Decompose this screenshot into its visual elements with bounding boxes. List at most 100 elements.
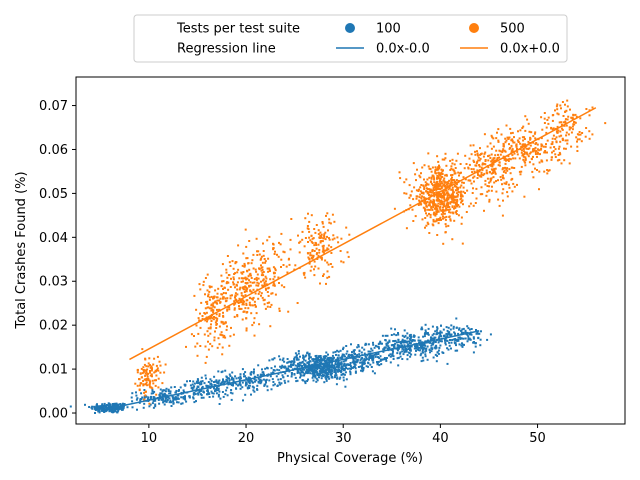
series-500-point (210, 323, 212, 326)
series-500-point (145, 381, 148, 384)
series-500-point (540, 116, 543, 119)
series-500-point (216, 299, 219, 302)
series-500-point (264, 307, 267, 310)
series-100-point (104, 410, 107, 413)
series-100-point (361, 365, 363, 368)
series-500-point (243, 262, 246, 265)
series-500-point (218, 343, 221, 346)
series-500-point (461, 242, 464, 245)
series-500-point (498, 204, 501, 207)
series-100-point (323, 358, 326, 361)
series-500-point (447, 208, 450, 211)
series-100-point (446, 334, 449, 337)
series-500-point (294, 264, 297, 267)
series-100-point (336, 376, 339, 379)
series-100-point (237, 376, 240, 379)
series-100-point (377, 360, 380, 363)
series-500-point (556, 125, 559, 128)
series-500-point (491, 185, 493, 188)
series-500-point (430, 177, 433, 180)
series-100-point (121, 402, 124, 405)
series-500-point (232, 267, 235, 270)
series-500-point (470, 168, 473, 171)
series-100-point (455, 344, 457, 347)
series-100-point (312, 358, 315, 361)
series-100-point (108, 410, 111, 413)
series-500-point (139, 372, 142, 375)
series-500-point (405, 178, 408, 181)
series-100-point (420, 345, 422, 348)
series-100-point (307, 367, 310, 370)
series-500-point (421, 195, 424, 198)
series-100-point (306, 380, 309, 382)
series-100-point (334, 363, 337, 366)
series-100-point (370, 354, 373, 357)
series-100-point (398, 345, 401, 348)
series-100-point (193, 382, 196, 385)
series-100-point (438, 346, 441, 349)
series-500-point (490, 160, 493, 163)
series-500-point (280, 258, 283, 261)
series-500-point (214, 300, 217, 303)
series-500-point (493, 181, 496, 184)
series-500-point (285, 265, 288, 268)
series-100-point (205, 377, 207, 380)
series-500-point (463, 167, 466, 170)
series-100-point (360, 369, 362, 372)
series-500-point (527, 140, 530, 143)
series-100-point (320, 377, 323, 380)
series-500-point (431, 166, 434, 169)
series-100-point (168, 392, 171, 395)
series-100-point (446, 347, 449, 350)
series-500-point (484, 179, 487, 182)
series-500-point (258, 267, 260, 270)
series-500-point (542, 145, 545, 148)
series-500-point (267, 294, 270, 297)
series-100-point (212, 395, 215, 398)
series-500-point (506, 167, 509, 170)
series-500-point (205, 301, 208, 304)
series-500-point (512, 182, 515, 185)
series-500-point (482, 155, 485, 158)
series-100-point (103, 411, 106, 413)
series-500-point (262, 279, 264, 282)
series-100-point (170, 386, 173, 389)
series-500-point (325, 214, 327, 217)
series-500-point (206, 289, 209, 292)
series-500-point (455, 213, 458, 215)
series-100-point (290, 375, 293, 378)
series-100-point (326, 366, 329, 369)
series-500-point (234, 299, 237, 301)
series-500-point (262, 299, 265, 302)
series-100-point (287, 380, 290, 383)
series-100-point (404, 349, 407, 352)
series-500-point (241, 272, 244, 275)
series-500-point (256, 273, 259, 276)
series-500-point (510, 145, 513, 148)
series-500-point (523, 138, 526, 140)
series-500-point (412, 162, 415, 165)
series-500-point (195, 324, 198, 327)
series-100-point (472, 351, 475, 354)
series-500-point (214, 289, 217, 292)
series-100-point (424, 323, 427, 326)
series-500-point (453, 205, 456, 208)
series-500-point (522, 139, 525, 142)
series-100-point (408, 335, 411, 338)
series-500-point (442, 211, 444, 213)
series-500-point (485, 171, 488, 174)
series-500-point (424, 197, 427, 200)
series-100-point (356, 359, 359, 362)
series-500-point (279, 243, 282, 246)
series-500-point (311, 257, 314, 260)
series-500-point (570, 145, 573, 148)
series-500-point (485, 169, 488, 172)
series-500-point (472, 204, 475, 207)
series-500-point (268, 301, 271, 304)
series-500-point (522, 158, 525, 161)
series-500-point (475, 187, 478, 190)
series-100-point (394, 342, 397, 345)
series-100-point (455, 326, 458, 329)
series-500-point (340, 260, 343, 263)
series-500-point (566, 142, 569, 145)
